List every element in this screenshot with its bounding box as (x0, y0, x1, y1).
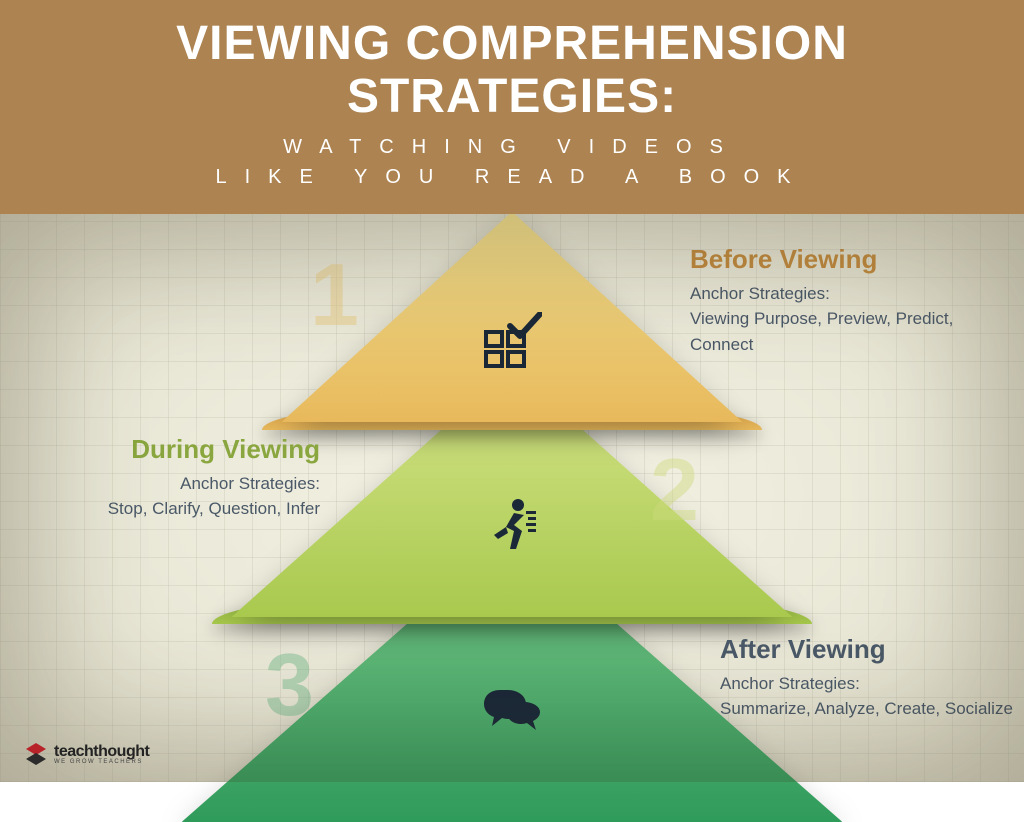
subtitle-line-2: LIKE YOU READ A BOOK (215, 166, 808, 188)
section-after-viewing: After Viewing Anchor Strategies: Summari… (720, 634, 1020, 722)
section-body: Summarize, Analyze, Create, Socialize (720, 696, 1020, 722)
step-number-2: 2 (650, 439, 699, 541)
section-label: Anchor Strategies: (720, 671, 1020, 697)
title-line-2: STRATEGIES: (347, 70, 677, 123)
logo-mark-icon (22, 740, 50, 768)
infographic-canvas: 1 2 3 Before Viewing Anchor Strategies: … (0, 214, 1024, 782)
section-heading: After Viewing (720, 634, 1020, 665)
step-number-3: 3 (265, 634, 314, 736)
section-label: Anchor Strategies: (20, 471, 320, 497)
section-during-viewing: During Viewing Anchor Strategies: Stop, … (20, 434, 320, 522)
section-body: Viewing Purpose, Preview, Predict, Conne… (690, 306, 990, 357)
speech-icon (482, 682, 542, 742)
logo-tagline: WE GROW TEACHERS (54, 759, 149, 765)
section-heading: Before Viewing (690, 244, 990, 275)
page-title: VIEWING COMPREHENSION STRATEGIES: (20, 18, 1004, 124)
logo-word-2: thought (93, 743, 149, 760)
page-subtitle: WATCHING VIDEOS LIKE YOU READ A BOOK (20, 132, 1004, 192)
section-before-viewing: Before Viewing Anchor Strategies: Viewin… (690, 244, 990, 358)
section-body: Stop, Clarify, Question, Infer (20, 496, 320, 522)
title-line-1: VIEWING COMPREHENSION (176, 17, 848, 70)
brand-logo: teachthought WE GROW TEACHERS (22, 740, 149, 768)
running-icon (484, 497, 540, 562)
logo-word-1: teach (54, 743, 93, 760)
section-heading: During Viewing (20, 434, 320, 465)
header-banner: VIEWING COMPREHENSION STRATEGIES: WATCHI… (0, 0, 1024, 214)
section-label: Anchor Strategies: (690, 281, 990, 307)
subtitle-line-1: WATCHING VIDEOS (283, 136, 741, 158)
logo-text: teachthought WE GROW TEACHERS (54, 743, 149, 765)
checklist-icon (482, 312, 542, 373)
step-number-1: 1 (310, 244, 359, 346)
